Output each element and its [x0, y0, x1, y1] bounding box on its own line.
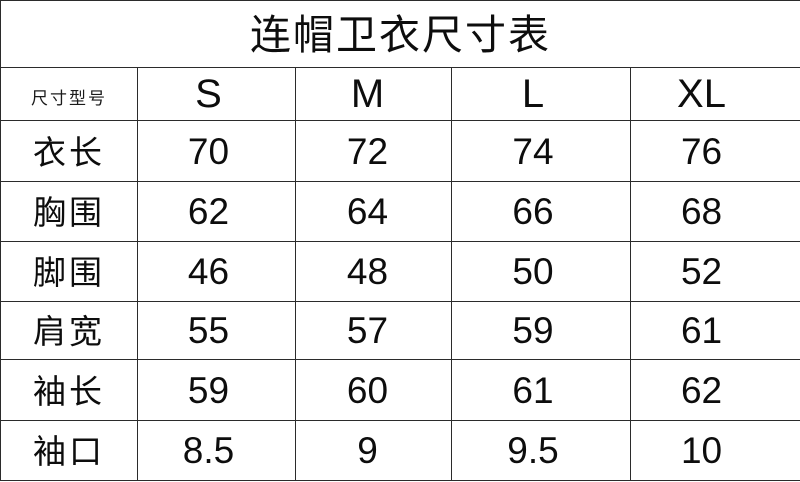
- cell-value: 61: [680, 310, 723, 352]
- table-cell: 9: [295, 419, 452, 482]
- table-cell: 66: [451, 180, 631, 242]
- table-cell: 8.5: [137, 419, 296, 482]
- table-cell: 60: [295, 359, 452, 421]
- table-cell: 62: [137, 180, 296, 242]
- row-label-text: 衣长: [33, 132, 105, 172]
- cell-value: 60: [346, 369, 389, 411]
- cell-value: 48: [346, 251, 389, 293]
- corner-header-cell: 尺寸型号: [0, 67, 138, 122]
- table-cell: 50: [451, 240, 631, 303]
- row-label-text: 胸围: [33, 192, 105, 232]
- table-cell: 52: [629, 240, 800, 303]
- column-header-s: S: [137, 67, 296, 122]
- column-header-xl: XL: [629, 67, 800, 122]
- page-title: 连帽卫衣尺寸表: [0, 0, 800, 69]
- cell-value: 57: [346, 310, 389, 352]
- cell-value: 64: [346, 190, 389, 232]
- table-cell: 61: [629, 301, 800, 361]
- column-header-xl-label: XL: [677, 72, 726, 117]
- cell-value: 10: [680, 429, 723, 471]
- cell-value: 70: [187, 130, 230, 172]
- table-cell: 59: [451, 301, 631, 361]
- cell-value: 62: [187, 190, 230, 232]
- table-cell: 62: [629, 359, 800, 421]
- table-cell: 48: [295, 240, 452, 303]
- table-row: 衣长 70 72 74 76: [0, 120, 800, 182]
- table-title-row: 连帽卫衣尺寸表: [0, 0, 800, 69]
- cell-value: 59: [512, 310, 554, 352]
- table-cell: 74: [451, 120, 631, 182]
- row-label-cell: 衣长: [0, 120, 138, 182]
- table-cell: 57: [295, 301, 452, 361]
- cell-value: 55: [187, 310, 230, 352]
- row-label-cell: 袖长: [0, 359, 138, 421]
- row-label-text: 袖口: [33, 431, 105, 471]
- cell-value: 66: [512, 190, 554, 232]
- cell-value: 74: [512, 130, 554, 172]
- cell-value: 9: [357, 429, 378, 471]
- table-header-row: 尺寸型号 S M L XL: [0, 67, 800, 122]
- column-header-m-label: M: [350, 72, 385, 117]
- cell-value: 72: [346, 130, 389, 172]
- table-cell: 10: [629, 419, 800, 482]
- cell-value: 61: [512, 369, 554, 411]
- table-cell: 9.5: [451, 419, 631, 482]
- table-row: 胸围 62 64 66 68: [0, 180, 800, 242]
- cell-value: 46: [187, 251, 230, 293]
- table-cell: 55: [137, 301, 296, 361]
- cell-value: 76: [680, 130, 723, 172]
- table-cell: 72: [295, 120, 452, 182]
- cell-value: 8.5: [182, 429, 235, 471]
- row-label-text: 袖长: [33, 371, 105, 411]
- table-cell: 61: [451, 359, 631, 421]
- table-row: 袖口 8.5 9 9.5 10: [0, 419, 800, 482]
- corner-header-label: 尺寸型号: [31, 88, 107, 109]
- table-cell: 68: [629, 180, 800, 242]
- row-label-text: 脚围: [33, 253, 105, 293]
- table-cell: 76: [629, 120, 800, 182]
- cell-value: 9.5: [507, 429, 559, 471]
- column-header-l-label: L: [521, 72, 545, 117]
- table-row: 肩宽 55 57 59 61: [0, 301, 800, 361]
- row-label-text: 肩宽: [33, 312, 105, 352]
- page-title-text: 连帽卫衣尺寸表: [250, 10, 552, 59]
- row-label-cell: 胸围: [0, 180, 138, 242]
- column-header-l: L: [451, 67, 631, 122]
- cell-value: 59: [187, 369, 230, 411]
- row-label-cell: 袖口: [0, 419, 138, 482]
- table-cell: 70: [137, 120, 296, 182]
- table-cell: 46: [137, 240, 296, 303]
- table-row: 袖长 59 60 61 62: [0, 359, 800, 421]
- table-row: 脚围 46 48 50 52: [0, 240, 800, 303]
- column-header-s-label: S: [195, 72, 222, 117]
- table-cell: 64: [295, 180, 452, 242]
- row-label-cell: 肩宽: [0, 301, 138, 361]
- cell-value: 52: [680, 251, 723, 293]
- row-label-cell: 脚围: [0, 240, 138, 303]
- cell-value: 50: [512, 251, 554, 293]
- column-header-m: M: [295, 67, 452, 122]
- table-cell: 59: [137, 359, 296, 421]
- cell-value: 62: [680, 369, 723, 411]
- cell-value: 68: [680, 190, 723, 232]
